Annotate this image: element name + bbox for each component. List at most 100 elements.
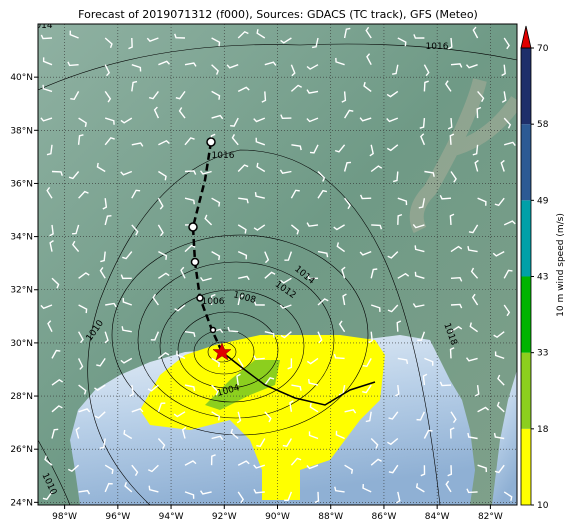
wind-barb xyxy=(180,266,186,279)
wind-barb xyxy=(51,378,64,386)
y-tick-label: 36°N xyxy=(10,179,33,189)
wind-barb xyxy=(306,274,319,280)
wind-barb xyxy=(344,464,354,474)
wind-barb xyxy=(264,251,270,264)
wind-barb xyxy=(236,411,242,424)
wind-barb xyxy=(69,30,79,39)
wind-barb xyxy=(42,84,53,93)
colorbar-extend xyxy=(520,25,532,49)
wind-barb xyxy=(423,64,430,77)
wind-barb xyxy=(290,457,302,466)
wind-barb xyxy=(147,384,159,392)
wind-barb xyxy=(184,197,195,205)
wind-barb xyxy=(146,37,159,42)
wind-barb xyxy=(157,438,166,450)
wind-barb xyxy=(158,250,168,260)
wind-barb xyxy=(306,357,319,365)
wind-barb xyxy=(306,89,319,94)
wind-barb xyxy=(365,411,372,423)
wind-barb xyxy=(449,427,455,439)
wind-barb xyxy=(199,276,212,282)
wind-barb xyxy=(264,377,275,386)
wind-barb xyxy=(227,326,239,333)
wind-barb xyxy=(287,358,293,370)
wind-barb xyxy=(342,293,347,306)
wind-barb xyxy=(470,267,479,279)
wind-barb xyxy=(370,165,383,173)
wind-barb xyxy=(230,428,239,440)
wind-barb xyxy=(67,61,79,67)
wind-barb xyxy=(264,411,272,423)
wind-barb xyxy=(414,245,425,253)
wind-barb xyxy=(237,460,250,466)
wind-barb xyxy=(450,303,463,309)
wind-barb xyxy=(370,268,378,279)
storm-position xyxy=(212,342,232,361)
terrain xyxy=(409,78,517,234)
wind-barb xyxy=(386,117,399,123)
wind-barb xyxy=(450,63,463,68)
wind-barb xyxy=(78,304,88,314)
wind-barb xyxy=(503,37,510,50)
colorbar: 10 18 33 43 49 58 70 xyxy=(520,25,549,511)
wind-barb xyxy=(237,491,245,504)
wind-barb xyxy=(121,326,132,333)
wind-barb xyxy=(336,242,346,253)
wind-barb xyxy=(211,114,224,120)
wind-barb xyxy=(291,144,302,151)
wind-barb xyxy=(211,384,219,396)
x-tick-label: 98°W xyxy=(52,512,77,522)
wind-barb xyxy=(122,297,133,306)
wind-barb xyxy=(335,57,345,66)
x-tick-label: 84°W xyxy=(425,512,450,522)
wind-barb xyxy=(49,224,54,237)
wind-barb xyxy=(309,144,319,154)
wind-barb xyxy=(419,118,426,129)
wind-barb xyxy=(253,464,266,469)
wind-barb xyxy=(392,64,399,75)
wind-barb xyxy=(184,460,197,466)
isobars xyxy=(38,43,517,505)
wind-barb xyxy=(465,357,478,362)
wind-barb xyxy=(102,198,108,210)
wind-barb xyxy=(341,91,347,103)
wind-barb xyxy=(468,224,479,234)
wind-barb xyxy=(503,304,511,317)
wind-barb xyxy=(104,37,113,48)
wind-barb xyxy=(279,304,292,309)
wind-barb xyxy=(173,411,186,418)
y-tick-label: 40°N xyxy=(10,73,33,83)
wind-barb xyxy=(131,80,138,92)
wind-barb xyxy=(493,432,505,440)
wind-barb xyxy=(420,133,426,146)
wind-barb xyxy=(237,86,250,93)
wind-barb xyxy=(414,271,425,279)
wind-barb xyxy=(237,250,248,260)
wind-barb xyxy=(291,384,302,391)
wind-barb xyxy=(104,117,115,125)
wind-barb xyxy=(129,384,135,397)
wind-barb xyxy=(131,142,144,147)
wind-barb xyxy=(450,277,463,282)
wind-barb xyxy=(68,171,80,180)
atlantic xyxy=(492,370,517,505)
x-tick-label: 86°W xyxy=(372,512,397,522)
contour-label: 014 xyxy=(35,21,52,31)
wind-barb xyxy=(256,162,266,173)
wind-barb xyxy=(157,402,166,413)
wind-barb xyxy=(211,435,224,441)
wind-barb xyxy=(307,378,319,386)
wind-barb xyxy=(211,197,221,207)
wind-barb xyxy=(104,136,115,146)
wind-barb xyxy=(449,347,455,359)
wind-barb xyxy=(317,250,329,258)
wind-barb xyxy=(338,320,346,333)
wind-barb xyxy=(184,331,196,337)
wind-barb xyxy=(131,407,144,413)
wind-barb xyxy=(231,134,239,146)
wind-barb xyxy=(264,61,277,66)
y-tick-label: 30°N xyxy=(10,339,33,349)
wind-barb xyxy=(493,331,505,339)
wind-barb xyxy=(422,373,428,386)
wind-barb xyxy=(124,481,133,493)
